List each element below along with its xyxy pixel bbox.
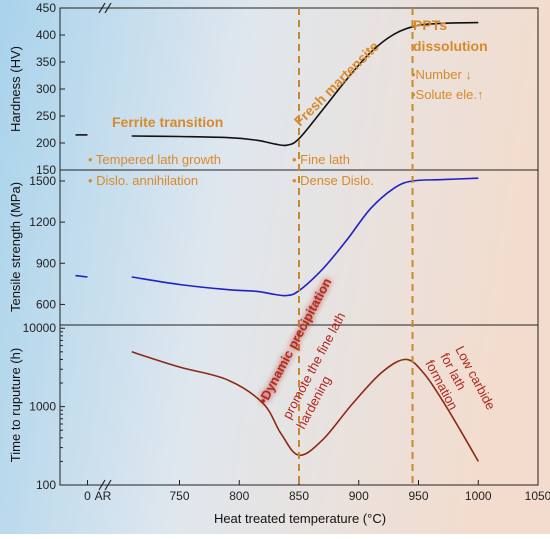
- y-tick-label: 400: [36, 28, 56, 42]
- x-tick-label: 950: [408, 489, 428, 503]
- tensile-ylabel: Tensile strength (MPa): [8, 182, 23, 312]
- x-tick-label: 1000: [465, 489, 492, 503]
- y-tick-label: 350: [36, 55, 56, 69]
- dislo-annihilation-label: • Dislo. annihilation: [88, 173, 198, 188]
- y-tick-label: 900: [36, 256, 56, 270]
- dense-dislo-label: • Dense Dislo.: [292, 173, 374, 188]
- solute-label: •Solute ele.↑: [411, 87, 483, 102]
- data-lines: [75, 21, 479, 462]
- rupture-ylabel: Time to ruputure (h): [8, 348, 23, 462]
- y-tick-label: 100: [36, 478, 56, 492]
- y-tick-label: 150: [36, 163, 56, 177]
- ferrite-transition-label: Ferrite transition: [112, 114, 223, 130]
- x-tick-label: 0: [84, 489, 91, 503]
- y-tick-label: 200: [36, 136, 56, 150]
- ppts-label-line2: dissolution: [413, 38, 488, 54]
- tensile-series-line-0: [131, 177, 479, 297]
- ppts-label-line1: PPTs: [413, 17, 447, 33]
- x-axis-label: Heat treated temperature (°C): [214, 511, 386, 526]
- y-tick-label: 300: [36, 82, 56, 96]
- tensile-series-line-1: [75, 274, 88, 278]
- y-tick-label: 1000: [29, 400, 56, 414]
- x-tick-label: 1050: [525, 489, 550, 503]
- axis-break-marks: [98, 2, 112, 491]
- axis-ticks: 150 200 250 300 350 400 450 600 900 1200 1500 100 10…: [23, 1, 550, 503]
- y-tick-label: 450: [36, 1, 56, 15]
- y-tick-label: 600: [36, 297, 56, 311]
- tempered-lath-label: • Tempered lath growth: [88, 152, 221, 167]
- y-tick-label: 1500: [29, 174, 56, 188]
- y-tick-label: 1200: [29, 215, 56, 229]
- x-tick-label: 900: [349, 489, 369, 503]
- y-tick-label: 250: [36, 109, 56, 123]
- y-tick-label: 10000: [23, 321, 57, 335]
- x-tick-label: 850: [289, 489, 309, 503]
- hardness-ylabel: Hardness (HV): [8, 46, 23, 132]
- x-tick-label: 750: [169, 489, 189, 503]
- number-label: •Number ↓: [411, 67, 472, 82]
- x-tick-label: AR: [95, 489, 112, 503]
- fine-lath-label: • Fine lath: [292, 152, 350, 167]
- hardness-series-line-0: [131, 21, 479, 147]
- rupture-series-line-0: [131, 351, 479, 462]
- x-tick-label: 800: [229, 489, 249, 503]
